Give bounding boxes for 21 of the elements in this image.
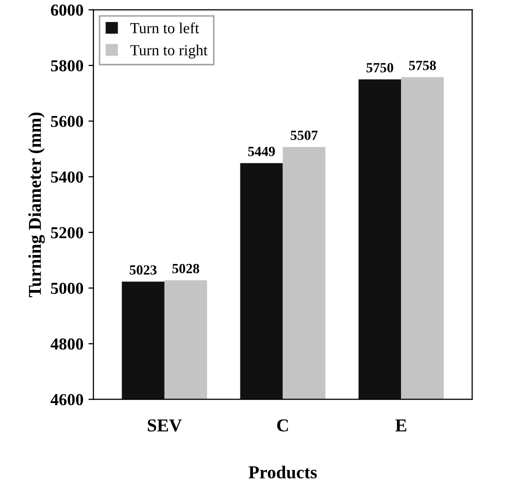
y-tick-label: 6000 (50, 4, 84, 16)
y-tick-label: 5600 (51, 116, 84, 128)
data-label: 5023 (130, 265, 157, 275)
y-tick-label: 4800 (50, 338, 84, 350)
legend-label: Turn to left (130, 22, 200, 34)
x-tick-label: C (277, 419, 288, 432)
data-label: 5449 (248, 146, 275, 156)
y-axis-title: Turning Diameter (mm) (28, 112, 45, 298)
x-axis-title: Products (248, 466, 317, 478)
legend-label: Turn to right (130, 44, 208, 59)
data-label: 5750 (366, 63, 394, 72)
x-tick-label: SEV (148, 419, 182, 432)
y-tick-label: 5400 (51, 171, 84, 183)
y-tick-label: 5000 (51, 282, 84, 294)
x-tick-label: E (395, 420, 406, 432)
data-label: 5507 (290, 130, 318, 140)
data-label: 5758 (409, 60, 436, 70)
data-label: 5028 (172, 264, 200, 274)
y-tick-label: 5200 (51, 227, 84, 238)
y-tick-label: 5800 (51, 60, 84, 72)
y-tick-label: 4600 (50, 394, 84, 406)
